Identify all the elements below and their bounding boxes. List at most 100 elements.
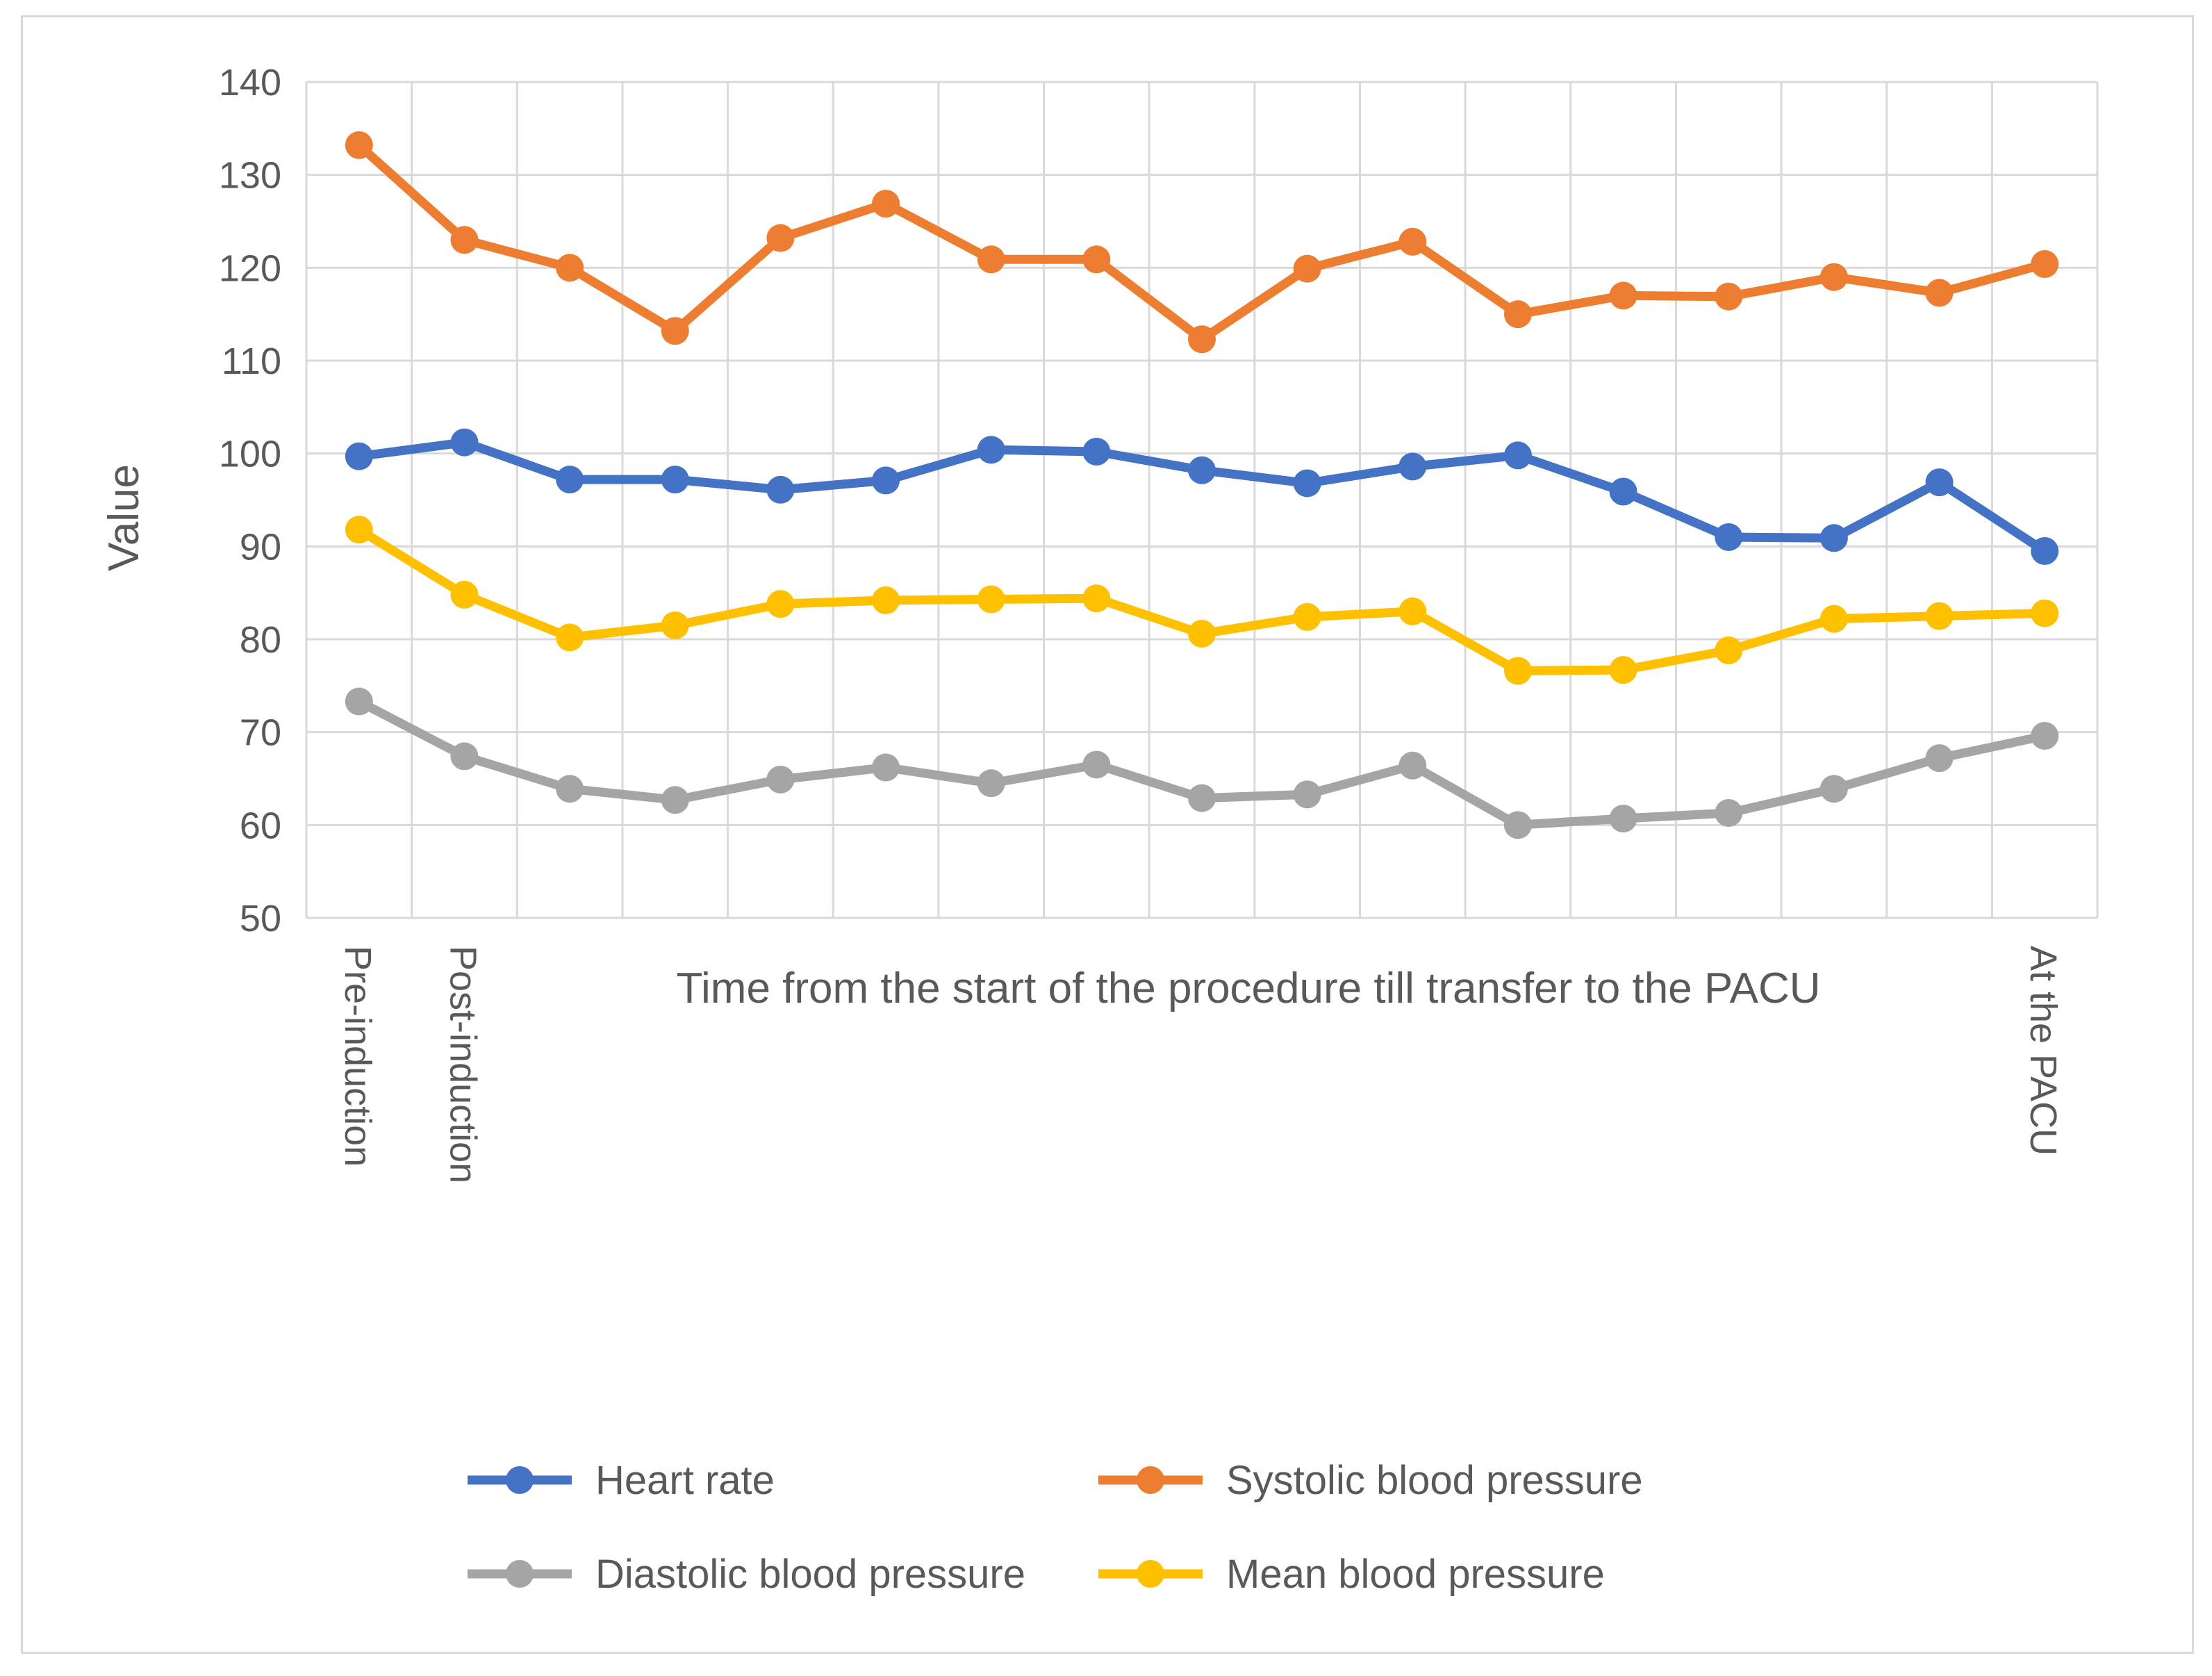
data-point (1188, 456, 1216, 484)
series-systolic-blood-pressure (345, 131, 2059, 354)
series-diastolic-blood-pressure (345, 687, 2059, 839)
data-point (1082, 750, 1111, 779)
data-point (1609, 281, 1637, 310)
data-point (2031, 722, 2059, 750)
legend-marker (506, 1466, 534, 1494)
data-point (556, 775, 584, 803)
data-point (872, 466, 900, 495)
legend-item: Mean blood pressure (1098, 1552, 1605, 1597)
data-point (556, 623, 584, 652)
data-point (345, 442, 373, 470)
legend-item: Systolic blood pressure (1098, 1458, 1643, 1503)
data-point (556, 254, 584, 282)
y-tick-label: 70 (240, 712, 281, 754)
y-tick-label: 130 (219, 155, 281, 197)
x-category-labels: Pre-induction Post-induction At the PACU (337, 946, 2064, 1183)
data-point (1503, 657, 1532, 685)
data-point (1293, 254, 1321, 283)
data-point (1609, 656, 1637, 684)
legend-label: Heart rate (595, 1458, 775, 1503)
data-point (1715, 523, 1743, 551)
data-point (345, 516, 373, 544)
data-point (766, 590, 795, 618)
data-point (450, 226, 479, 254)
data-point (766, 475, 795, 504)
legend: Heart rate Systolic blood pressure Diastol… (468, 1458, 1643, 1597)
data-point (977, 245, 1005, 274)
y-axis-title: Value (100, 464, 148, 571)
chart-frame: 50 60 70 80 90 100 110 120 130 140 Value Time fro… (21, 15, 2194, 1654)
x-category-label: At the PACU (2022, 946, 2064, 1156)
data-point (872, 190, 900, 218)
y-tick-label: 110 (222, 340, 281, 382)
data-point (1715, 798, 1743, 827)
legend-item: Diastolic blood pressure (468, 1552, 1025, 1597)
x-category-label: Pre-induction (337, 946, 379, 1167)
y-tick-label: 90 (240, 526, 281, 568)
series-mean-blood-pressure (345, 516, 2059, 685)
data-point (872, 586, 900, 614)
line-chart: 50 60 70 80 90 100 110 120 130 140 Value Time fro… (100, 62, 2099, 1597)
series-lines (345, 131, 2059, 839)
data-point (1609, 804, 1637, 832)
data-point (661, 786, 689, 814)
y-tick-label: 120 (219, 247, 281, 289)
legend-label: Diastolic blood pressure (595, 1552, 1025, 1597)
data-point (1082, 584, 1111, 613)
data-point (1609, 477, 1637, 506)
series-line (354, 525, 2049, 675)
data-point (766, 765, 795, 794)
y-tick-label: 50 (240, 898, 281, 939)
y-tick-label: 140 (219, 62, 281, 104)
data-point (1293, 602, 1321, 631)
data-point (872, 753, 900, 782)
data-point (1398, 227, 1427, 256)
data-point (661, 611, 689, 639)
data-point (1819, 605, 1848, 633)
data-point (450, 428, 479, 457)
x-category-label: Post-induction (442, 946, 484, 1183)
data-point (661, 466, 689, 494)
data-point (1082, 245, 1111, 274)
data-point (1925, 602, 1954, 630)
data-point (2031, 249, 2059, 278)
data-point (450, 580, 479, 609)
data-point (977, 436, 1005, 464)
x-axis-title: Time from the start of the procedure til… (676, 964, 1820, 1012)
legend-marker (1137, 1560, 1164, 1588)
data-point (1293, 780, 1321, 809)
data-point (1398, 452, 1427, 481)
y-tick-labels: 50 60 70 80 90 100 110 120 130 140 (219, 62, 281, 939)
data-point (1503, 811, 1532, 839)
data-point (1398, 751, 1427, 780)
data-point (1188, 325, 1216, 354)
data-point (1398, 597, 1427, 625)
data-point (977, 585, 1005, 614)
data-point (450, 742, 479, 771)
data-point (1925, 468, 1954, 497)
y-tick-label: 80 (240, 619, 281, 661)
data-point (1503, 300, 1532, 329)
data-point (345, 687, 373, 716)
data-point (661, 317, 689, 345)
data-point (1082, 437, 1111, 466)
data-point (1819, 524, 1848, 552)
series-heart-rate (345, 428, 2059, 566)
legend-label: Mean blood pressure (1226, 1552, 1605, 1597)
y-tick-label: 60 (240, 805, 281, 846)
data-point (1188, 784, 1216, 812)
data-point (766, 224, 795, 252)
data-point (556, 466, 584, 494)
data-point (1503, 441, 1532, 470)
legend-marker (506, 1560, 534, 1588)
data-point (977, 769, 1005, 798)
data-point (345, 131, 373, 159)
data-point (1715, 636, 1743, 665)
data-point (1293, 469, 1321, 498)
data-point (1925, 744, 1954, 773)
data-point (1925, 279, 1954, 307)
data-point (2031, 537, 2059, 566)
data-point (1819, 263, 1848, 291)
legend-label: Systolic blood pressure (1226, 1458, 1643, 1503)
data-point (1819, 775, 1848, 803)
